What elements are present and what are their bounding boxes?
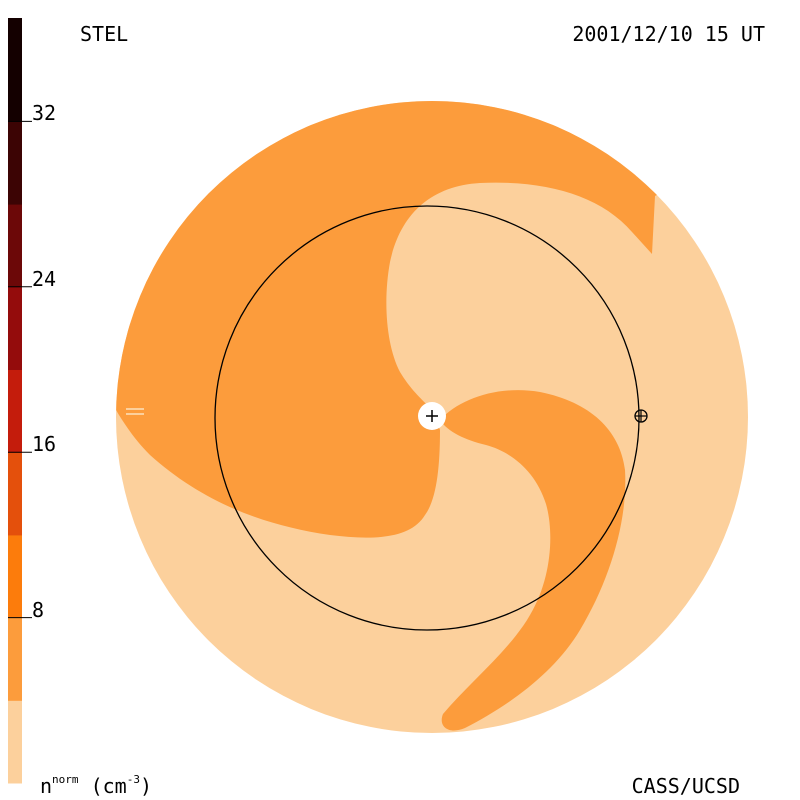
colorbar-band (8, 204, 22, 288)
colorbar-tick-label: 24 (32, 266, 57, 291)
colorbar-band (8, 369, 22, 453)
colorbar-tick-label: 16 (32, 432, 57, 457)
earth-icon (634, 409, 648, 423)
colorbar-band (8, 286, 22, 370)
earth-orbit (214, 205, 640, 631)
units-label: nnorm (cm-3) (40, 773, 153, 798)
colorbar-band (8, 121, 22, 205)
colorbar-band (8, 452, 22, 536)
colorbar (8, 18, 32, 784)
colorbar-band (8, 700, 22, 784)
units-superscript: norm (52, 773, 79, 786)
credit-label: CASS/UCSD (631, 774, 740, 798)
units-exponent: -3 (126, 773, 140, 786)
colorbar-tick-label: 8 (32, 597, 45, 622)
colorbar-band (8, 18, 22, 122)
spiral-arm-main (116, 101, 666, 538)
units-open: (cm (90, 774, 127, 798)
spiral-arm-lower (440, 390, 626, 731)
units-symbol: n (40, 774, 53, 798)
density-disk (116, 101, 748, 733)
colorbar-tick-label: 32 (32, 101, 57, 126)
colorbar-band (8, 617, 22, 701)
colorbar-band (8, 534, 22, 619)
units-close: ) (139, 774, 153, 798)
sun-marker (418, 402, 446, 430)
observatory-label: STEL (80, 22, 129, 46)
timestamp-label: 2001/12/10 15 UT (572, 22, 765, 46)
